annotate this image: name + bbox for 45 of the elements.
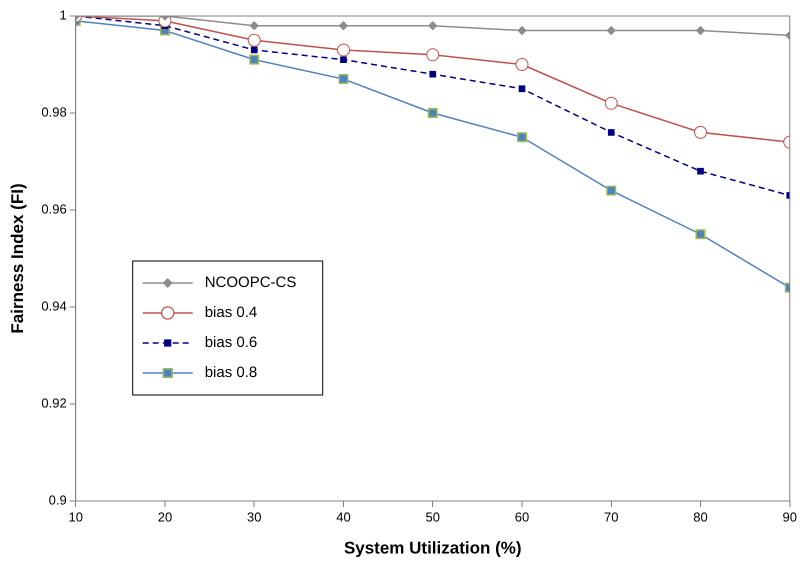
x-tick-label: 90: [782, 509, 798, 524]
y-tick-label: 0.96: [41, 202, 67, 217]
point: [428, 108, 438, 118]
point: [428, 21, 438, 30]
point: [696, 229, 706, 240]
legend-label: bias 0.6: [204, 334, 258, 352]
x-tick-label: 20: [158, 509, 172, 524]
point: [338, 21, 348, 30]
y-tick-label: 1: [59, 8, 67, 23]
legend-label: bias 0.4: [204, 304, 258, 322]
y-tick-label: 0.92: [41, 396, 67, 411]
x-tick-label: 30: [246, 509, 262, 524]
point: [515, 58, 528, 71]
x-tick-label: 60: [514, 509, 530, 524]
point: [696, 26, 706, 36]
point: [248, 34, 261, 47]
point: [518, 85, 526, 92]
point: [250, 21, 259, 30]
legend-label: bias 0.8: [204, 364, 258, 382]
point: [694, 126, 708, 139]
y-tick-label: 0.9: [48, 492, 67, 508]
point: [338, 74, 348, 84]
x-tick-label: 10: [68, 509, 83, 524]
x-tick-label: 40: [336, 509, 351, 524]
x-tick-label: 80: [693, 509, 708, 524]
point: [429, 70, 436, 78]
point: [606, 26, 616, 36]
point: [697, 168, 704, 175]
point: [517, 132, 527, 142]
x-tick-label: 70: [604, 509, 618, 524]
legend-label: NCOOPC-CS: [204, 274, 296, 292]
x-axis-title: System Utilization (%): [344, 538, 522, 558]
point: [249, 54, 260, 65]
point: [606, 186, 616, 196]
y-tick-label: 0.94: [41, 298, 67, 314]
x-tick-label: 50: [426, 509, 440, 524]
point: [250, 46, 258, 54]
point: [426, 48, 440, 62]
point: [336, 43, 350, 56]
point: [604, 96, 618, 110]
point: [517, 26, 526, 36]
y-tick-label: 0.98: [41, 104, 67, 120]
point: [340, 56, 347, 63]
point: [608, 129, 615, 136]
y-axis-title: Fairness Index (FI): [8, 183, 27, 334]
